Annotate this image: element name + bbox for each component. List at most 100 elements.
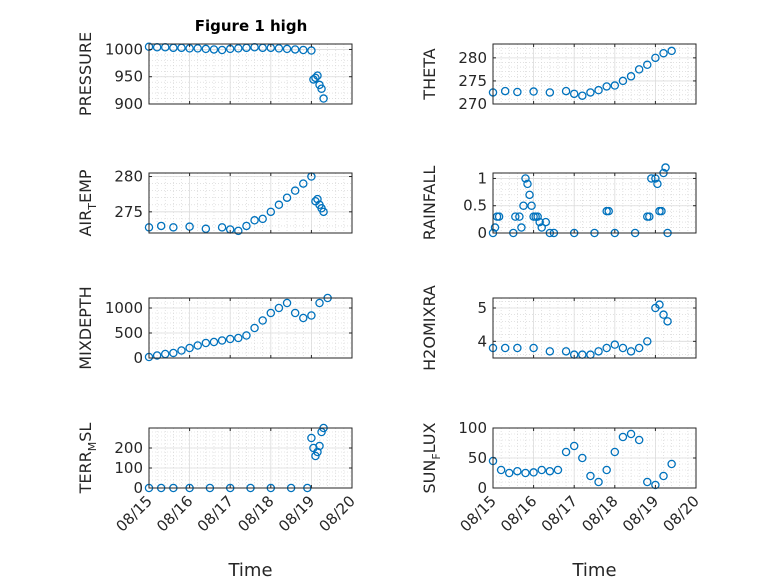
data-point xyxy=(561,86,571,96)
axes-box xyxy=(148,43,353,105)
data-point xyxy=(561,347,571,356)
data-point xyxy=(586,88,595,97)
data-point xyxy=(529,468,538,477)
data-point xyxy=(290,308,300,318)
data-point xyxy=(511,212,520,221)
data-point xyxy=(201,44,211,54)
data-point xyxy=(315,298,324,308)
data-point xyxy=(201,224,211,234)
data-point xyxy=(250,216,259,225)
data-point xyxy=(667,459,676,469)
y-tick-label: 1000 xyxy=(105,299,143,317)
data-point xyxy=(193,341,202,350)
data-point xyxy=(594,347,603,356)
x-tick-label: 08/20 xyxy=(660,492,703,535)
x-tick-label: 08/18 xyxy=(234,492,277,535)
data-point xyxy=(307,433,316,443)
data-point xyxy=(533,212,542,221)
y-tick-label: 100 xyxy=(458,419,487,437)
data-point xyxy=(643,60,652,70)
data-point xyxy=(529,87,538,96)
x-tick-label: 08/20 xyxy=(316,492,359,535)
data-point xyxy=(657,206,666,216)
data-point xyxy=(307,311,316,320)
data-point xyxy=(282,193,292,202)
data-point xyxy=(282,298,292,308)
data-point xyxy=(667,46,676,56)
data-point xyxy=(313,71,322,80)
data-point xyxy=(523,179,532,189)
data-point xyxy=(299,179,308,188)
data-point xyxy=(266,308,276,318)
y-tick-label: 275 xyxy=(114,203,143,221)
data-point xyxy=(500,86,510,96)
panel-2: 270 275 280 THETA xyxy=(420,43,697,113)
data-point xyxy=(274,303,284,313)
data-point xyxy=(643,337,652,346)
data-point xyxy=(645,212,654,221)
x-tick-label: 08/16 xyxy=(497,492,540,535)
data-point xyxy=(496,465,506,475)
data-point xyxy=(169,348,178,358)
data-point xyxy=(634,343,644,353)
data-point xyxy=(553,465,563,475)
y-tick-label: 0 xyxy=(133,479,143,497)
y-tick-label: 500 xyxy=(114,324,143,342)
x-tick-label: 08/16 xyxy=(153,492,196,535)
axes-box xyxy=(492,43,697,105)
data-point xyxy=(494,212,504,221)
plot-area xyxy=(493,173,696,233)
data-point xyxy=(651,53,660,63)
data-point xyxy=(545,466,555,476)
y-axis-label: H2OMIXRA xyxy=(420,285,439,371)
data-point xyxy=(258,214,267,224)
y-tick-label: 900 xyxy=(114,95,143,113)
data-point xyxy=(610,447,620,457)
data-point xyxy=(541,217,551,227)
data-point xyxy=(659,48,668,58)
data-point xyxy=(225,334,235,344)
y-tick-label: 5 xyxy=(477,299,487,317)
x-tick-label: 08/17 xyxy=(194,492,237,535)
data-point xyxy=(513,343,522,353)
data-point xyxy=(299,45,308,55)
panel-5: 0 500 1000 MIXDEPTH xyxy=(76,286,353,370)
data-point xyxy=(234,44,243,53)
data-point xyxy=(594,477,603,487)
y-tick-label: 950 xyxy=(114,68,143,86)
data-point xyxy=(217,45,227,55)
data-point xyxy=(647,174,656,183)
data-point xyxy=(610,81,620,90)
x-axis-label: Time xyxy=(571,560,616,581)
data-point xyxy=(282,44,292,54)
panel-6: 4 5 H2OMIXRA xyxy=(420,285,697,371)
panel-7: 0 100 200 TERRMSL 08/1508/1608/1708/1808/190… xyxy=(76,423,359,581)
data-point xyxy=(663,317,672,326)
y-axis-label: THETA xyxy=(420,48,439,100)
data-point xyxy=(602,82,611,91)
y-tick-label: 200 xyxy=(114,439,143,457)
data-point xyxy=(156,221,166,231)
axes-box xyxy=(148,427,353,489)
data-point xyxy=(626,429,636,439)
x-axis-label: Time xyxy=(227,560,272,581)
data-point xyxy=(513,87,522,97)
y-tick-label: 280 xyxy=(114,168,143,186)
y-tick-label: 0 xyxy=(133,349,143,367)
x-tick-label: 08/18 xyxy=(578,492,621,535)
data-point xyxy=(274,44,284,53)
y-axis-label: MIXDEPTH xyxy=(76,286,95,369)
data-point xyxy=(515,212,524,221)
data-point xyxy=(561,447,571,457)
data-point xyxy=(152,351,162,360)
axes-box xyxy=(492,172,697,234)
data-point xyxy=(535,217,544,227)
data-point xyxy=(242,221,251,231)
data-point xyxy=(578,91,587,100)
data-point xyxy=(513,466,522,476)
data-point xyxy=(661,163,670,172)
panel-1: 900 950 1000 PRESSURE xyxy=(76,32,353,116)
data-point xyxy=(519,201,528,210)
y-tick-label: 275 xyxy=(458,72,487,90)
